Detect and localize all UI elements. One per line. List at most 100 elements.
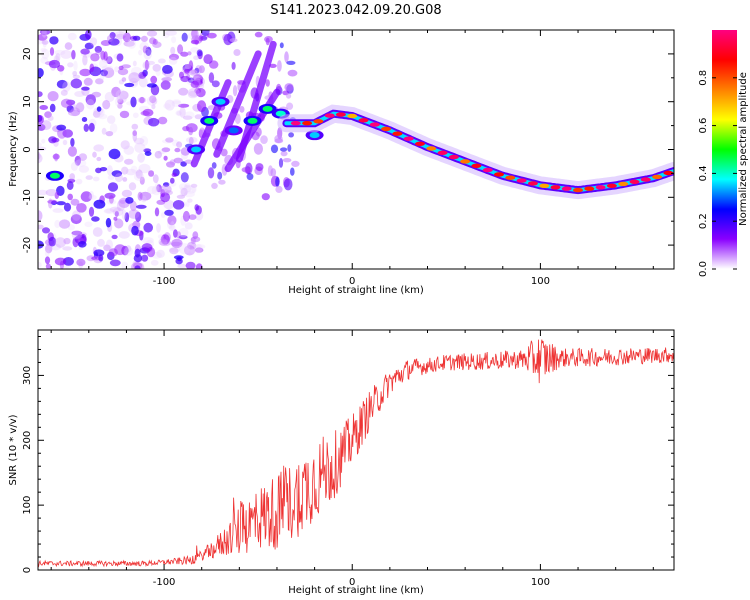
y-tick-label: 0 [22,146,33,152]
noise-speckle [178,235,188,240]
noise-speckle [121,77,127,82]
noise-speckle [117,103,123,109]
spectral-cluster-core [262,105,273,112]
noise-speckle [106,199,117,205]
ridge-peak [516,178,527,183]
noise-speckle [177,263,187,269]
noise-speckle [184,159,193,164]
noise-speckle [84,221,93,228]
noise-speckle [124,212,130,223]
noise-speckle [131,123,139,130]
noise-speckle [157,234,164,239]
noise-speckle [211,80,220,88]
ridge-peak [437,150,448,155]
noise-speckle [130,66,142,76]
spectral-streak [213,50,262,158]
noise-speckle [102,67,115,78]
noise-speckle [100,50,106,61]
noise-speckle [160,212,166,219]
noise-speckle [184,111,195,119]
noise-speckle [62,246,73,251]
noise-speckle [108,148,121,160]
noise-speckle [49,47,55,56]
spectrogram-ylabel: Frequency (Hz) [8,111,19,187]
noise-speckle [284,51,289,63]
noise-speckle [115,89,127,101]
noise-speckle [121,189,133,198]
noise-speckle [92,110,101,118]
spectral-cluster-core [309,132,320,139]
noise-speckle [63,237,71,245]
noise-speckle [166,161,175,168]
noise-speckle [119,199,127,204]
noise-speckle [291,160,300,167]
noise-speckle [195,88,206,98]
noise-speckle [183,115,193,120]
noise-speckle [144,59,149,71]
noise-speckle [165,137,174,143]
noise-speckle [111,234,118,240]
noise-speckle [62,129,73,138]
ridge-peak [471,163,482,168]
noise-speckle [112,207,124,217]
ridge-peak [381,126,392,132]
noise-speckle [144,151,152,157]
snr-ylabel: SNR (10 * v/v) [8,414,19,485]
noise-speckle [38,153,43,164]
spectral-cluster-core [247,117,258,124]
noise-speckle [122,177,128,182]
noise-speckle [128,182,137,191]
noise-speckle [169,159,176,166]
noise-speckle [57,128,67,139]
noise-speckle [69,173,75,181]
noise-speckle [154,150,162,159]
noise-speckle [116,53,124,62]
spectrogram-marks [38,30,674,269]
noise-speckle [279,42,284,49]
noise-speckle [163,103,172,109]
colorbar-tick-label: 0.0 [698,261,709,277]
colorbar-gradient [712,30,737,269]
noise-speckle [159,239,172,247]
noise-speckle [135,211,142,222]
noise-speckle [173,157,183,164]
ridge-peak [302,121,313,126]
noise-speckle [161,77,173,82]
noise-speckle [218,179,226,185]
noise-speckle [154,181,159,193]
x-tick-label: 0 [349,577,355,588]
noise-speckle [118,65,124,71]
noise-speckle [70,214,82,225]
noise-speckle [135,169,143,179]
noise-speckle [141,243,153,252]
noise-speckle [113,31,126,38]
noise-speckle [130,165,138,173]
noise-speckle [63,257,74,266]
noise-speckle [208,72,215,83]
ridge-peak [448,154,459,160]
noise-speckle [139,191,152,201]
noise-speckle [70,161,78,171]
noise-speckle [107,35,113,43]
noise-speckle [188,137,194,145]
noise-speckle [171,100,182,107]
noise-speckle [56,201,66,206]
noise-speckle [194,114,203,120]
ridge-peak [482,167,493,173]
noise-speckle [116,94,124,102]
noise-speckle [190,248,196,254]
noise-speckle [190,47,200,53]
noise-speckle [109,123,118,134]
noise-speckle [114,66,119,73]
x-tick-label: -100 [153,577,176,588]
noise-speckle [106,165,113,176]
noise-speckle [134,142,146,153]
noise-speckle [190,80,199,88]
noise-speckle [113,216,118,221]
noise-speckle [38,151,41,160]
noise-speckle [78,153,88,161]
noise-speckle [41,120,52,131]
noise-speckle [52,153,60,160]
noise-speckle [119,110,130,119]
noise-speckle [85,175,93,180]
